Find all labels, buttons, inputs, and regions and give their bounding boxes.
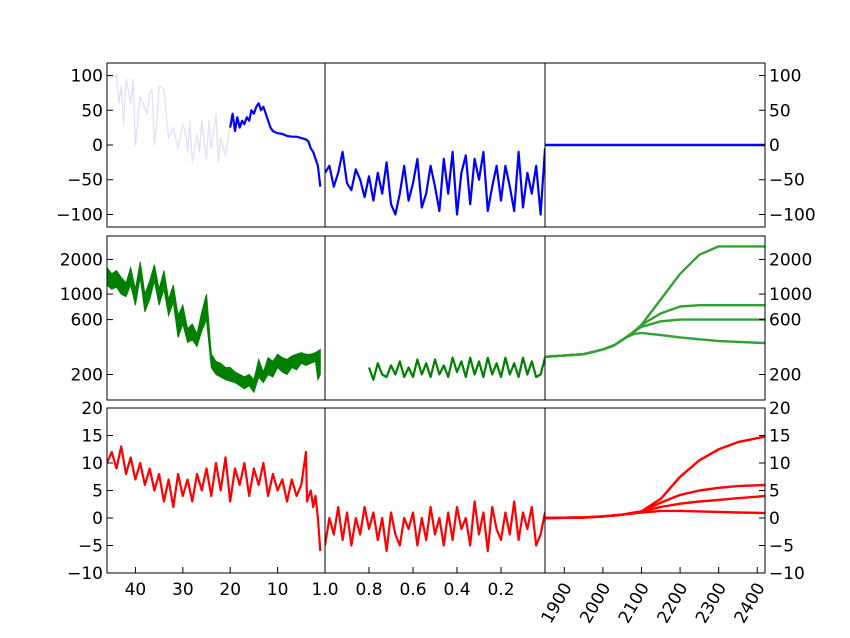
y-tick-label-right: 600	[769, 311, 801, 331]
x-tick-label: 40	[125, 580, 147, 600]
y-tick-label-left: 0	[92, 509, 103, 529]
panel-temperature-recent	[324, 407, 546, 574]
x-tick-label: 10	[267, 580, 289, 600]
y-tick-label-left: −10	[67, 564, 103, 584]
x-tick-label: 0.8	[355, 580, 382, 600]
series-co2-projection-1	[545, 304, 765, 358]
panel-frame	[106, 235, 326, 401]
y-tick-label-right: 50	[769, 101, 791, 121]
series-co2-projection-3	[545, 331, 765, 358]
panel-frame	[544, 407, 766, 574]
x-tick-label: 0.4	[443, 580, 470, 600]
x-tick-label: 1.0	[311, 580, 338, 600]
x-tick-label: 2400	[731, 580, 770, 627]
y-tick-label-left: 200	[71, 365, 103, 385]
y-tick-label-left: 0	[92, 136, 103, 156]
series-sea_level-deep	[229, 102, 322, 187]
x-tick-label: 2000	[576, 580, 615, 627]
y-tick-label-right: 0	[769, 136, 780, 156]
panel-temperature-projection	[544, 407, 766, 574]
y-tick-label-left: 5	[92, 482, 103, 502]
x-tick-label: 30	[172, 580, 194, 600]
y-tick-label-right: 20	[769, 399, 791, 419]
series-temperature-deep	[107, 445, 322, 552]
y-tick-label-right: 200	[769, 365, 801, 385]
y-tick-label-right: −100	[769, 205, 816, 225]
x-tick-label: 2300	[692, 580, 731, 627]
y-tick-label-right: −50	[769, 171, 805, 191]
y-tick-label-right: 15	[769, 427, 791, 447]
panel-frame	[544, 235, 766, 401]
panel-temperature-deep_time	[106, 407, 326, 574]
panel-frame	[324, 235, 546, 401]
panel-co2-deep_time	[106, 235, 326, 401]
y-tick-label-left: 10	[81, 454, 103, 474]
x-tick-label: 0.6	[399, 580, 426, 600]
y-tick-label-right: 10	[769, 454, 791, 474]
x-tick-label: 2100	[615, 580, 654, 627]
panel-frame	[106, 62, 326, 228]
series-temperature-projection-2	[545, 494, 765, 520]
y-tick-label-left: 20	[81, 399, 103, 419]
y-tick-label-left: 1000	[60, 285, 103, 305]
y-tick-label-right: −10	[769, 564, 805, 584]
x-tick-label: 2200	[653, 580, 692, 627]
panel-frame	[106, 407, 326, 574]
x-tick-label: 20	[219, 580, 241, 600]
panel-sea_level-recent	[324, 62, 546, 228]
panel-frame	[324, 407, 546, 574]
y-tick-label-left: 15	[81, 427, 103, 447]
panel-sea_level-projection	[544, 62, 766, 228]
chart-panels	[106, 62, 766, 574]
y-tick-label-left: 600	[71, 311, 103, 331]
panel-sea_level-deep_time	[106, 62, 326, 228]
series-sea_level-deep-faint	[107, 74, 231, 164]
x-tick-label: 0.2	[487, 580, 514, 600]
x-tick-label: 1900	[538, 580, 577, 627]
y-tick-label-right: 0	[769, 509, 780, 529]
series-co2-recent	[367, 356, 545, 381]
y-tick-label-left: −50	[67, 171, 103, 191]
y-tick-label-left: −100	[56, 205, 103, 225]
y-tick-label-right: 1000	[769, 285, 812, 305]
series-co2-projection-0	[545, 245, 765, 358]
panel-co2-recent	[324, 235, 546, 401]
y-tick-label-right: 5	[769, 482, 780, 502]
series-co2-projection-2	[545, 318, 765, 358]
series-sea_level-recent	[325, 148, 545, 216]
y-tick-label-left: 50	[81, 101, 103, 121]
panel-co2-projection	[544, 235, 766, 401]
series-temperature-projection-3	[545, 509, 765, 520]
y-tick-label-right: −5	[769, 537, 794, 557]
y-tick-label-left: 100	[71, 67, 103, 87]
y-tick-label-left: −5	[78, 537, 103, 557]
y-tick-label-left: 2000	[60, 250, 103, 270]
y-tick-label-right: 100	[769, 67, 801, 87]
series-co2-deep-band	[107, 261, 321, 394]
y-tick-label-right: 2000	[769, 250, 812, 270]
series-temperature-recent	[325, 500, 545, 553]
